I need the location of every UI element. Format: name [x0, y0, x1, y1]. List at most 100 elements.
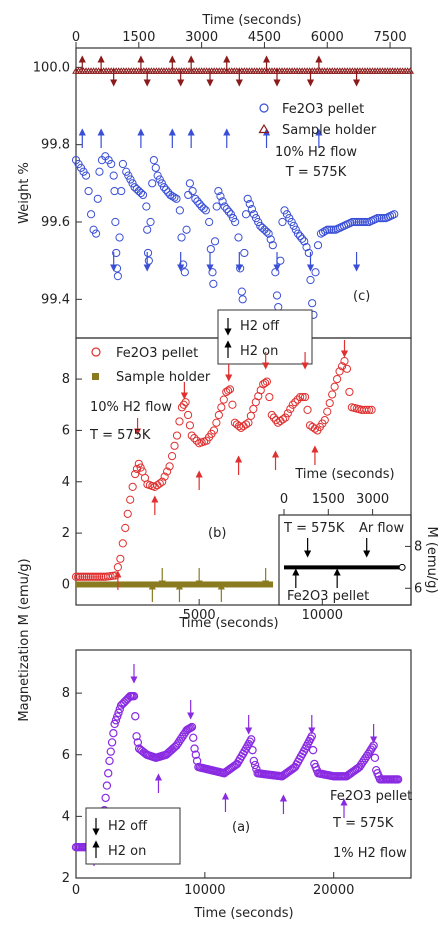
- c-pellet-point: [231, 217, 240, 227]
- b-pellet-point: [163, 467, 172, 476]
- a-pellet-point: [247, 735, 256, 744]
- c-holder-point: [406, 67, 415, 74]
- c-pellet-point: [81, 171, 91, 180]
- c-pellet-point: [177, 233, 186, 242]
- a-pellet-point: [109, 728, 118, 738]
- inset-ylabel: M (emu/g): [424, 526, 439, 593]
- c-pellet-point: [143, 248, 153, 258]
- b-pellet-point: [93, 572, 102, 581]
- c-pellet-point: [159, 183, 169, 192]
- c-pellet-point: [175, 206, 184, 215]
- c-pellet-point: [172, 194, 181, 203]
- b-pellet-point: [296, 392, 305, 402]
- c-pellet-point: [251, 214, 261, 223]
- c-pellet-point: [193, 197, 202, 206]
- panel-c-arrows: [78, 55, 361, 272]
- b-pellet-point: [86, 572, 95, 581]
- c-pellet-point: [218, 197, 227, 206]
- c-legend-note-2: T = 575K: [285, 165, 347, 180]
- b-pellet-point: [365, 405, 374, 414]
- b-pellet-point: [269, 413, 278, 422]
- c-legend-label-2: Sample holder: [282, 123, 377, 138]
- panel-b-label: (b): [208, 526, 226, 541]
- c-pellet-point: [266, 235, 275, 244]
- c-pellet-point: [146, 217, 155, 227]
- b-pellet-point: [337, 362, 347, 371]
- b-pellet-point: [362, 405, 371, 414]
- a-pellet-point: [106, 747, 115, 756]
- top-tick-label: 4500: [248, 30, 281, 45]
- inset-xtick-label: 1500: [312, 492, 345, 507]
- c-pellet-point: [166, 190, 175, 200]
- c-pellet-point: [241, 210, 251, 219]
- b-pellet-point: [281, 413, 290, 422]
- c-pellet-point: [86, 210, 96, 219]
- b-pellet-point: [95, 572, 104, 581]
- c-pellet-point: [298, 234, 307, 243]
- b-pellet-point: [288, 400, 297, 409]
- a-pellet-point: [113, 712, 122, 721]
- b-pellet-point: [345, 387, 354, 397]
- b-pellet-point: [328, 390, 337, 399]
- b-pellet-point: [293, 395, 302, 404]
- c-pellet-point: [321, 226, 330, 236]
- b-pellet-point: [126, 495, 135, 504]
- c-pellet-point: [291, 225, 300, 234]
- inset-xtick-label: 0: [280, 492, 288, 507]
- a-pellet-point: [364, 749, 373, 759]
- c-pellet-point: [153, 171, 162, 180]
- b-pellet-point: [225, 385, 235, 394]
- inset: Time (seconds) M (emu/g) 0 1500 3000 6 8 T =…: [278, 467, 439, 606]
- c-pellet-point: [112, 264, 122, 273]
- b-pellet-point: [74, 572, 83, 581]
- c-legend-note-1: 10% H2 flow: [275, 145, 357, 160]
- inset-frame: [278, 514, 412, 606]
- b-pellet-point: [333, 374, 342, 384]
- b-pellet-point: [278, 415, 288, 424]
- c-pellet-point: [118, 159, 128, 169]
- a-pellet-point: [110, 719, 119, 729]
- c-pellet-point: [377, 214, 386, 223]
- b-pellet-point: [286, 404, 295, 414]
- b-pellet-point: [76, 572, 85, 581]
- c-pellet-point: [142, 202, 151, 211]
- top-tick-label: 3000: [185, 30, 218, 45]
- inset-xtick-label: 3000: [356, 492, 389, 507]
- c-pellet-point: [205, 217, 214, 227]
- inset-ar-label: Ar flow: [359, 521, 405, 536]
- a-pellet-point: [133, 738, 143, 747]
- panel-a-label: (a): [232, 820, 250, 835]
- inset-ytick-label: 6: [414, 581, 422, 596]
- c-pellet-point: [222, 205, 231, 214]
- b-pellet-point: [84, 572, 93, 581]
- b-pellet-point: [153, 481, 162, 490]
- c-pellet-point: [136, 188, 146, 198]
- panel-c-points: [71, 67, 415, 319]
- b-pellet-point: [310, 424, 320, 433]
- b-pellet-point: [298, 392, 307, 402]
- c-pellet-point: [264, 229, 273, 238]
- inset-points: [284, 563, 406, 571]
- b-pellet-point: [305, 421, 315, 430]
- c-pellet-point: [358, 217, 367, 227]
- a-pellet-point: [102, 781, 112, 790]
- c-pellet-point: [287, 217, 296, 227]
- c-pellet-point: [170, 193, 179, 202]
- b-pellet-point: [308, 422, 317, 432]
- h2-legend-box-bottom: [85, 807, 181, 865]
- c-ytick-label: 100.0: [33, 60, 70, 75]
- b-pellet-point: [88, 572, 97, 581]
- c-pellet-point: [327, 225, 336, 234]
- b-pellet-point: [239, 422, 248, 431]
- a-pellet-point: [132, 732, 141, 741]
- panel-a-points: [71, 692, 403, 852]
- panel-ba-ylabel: Magnetization M (emu/g): [17, 558, 32, 721]
- panel-a-ticks: 2 4 6 8 0 10000 20000: [62, 686, 355, 898]
- b-pellet-point: [224, 386, 233, 395]
- b-pellet-point: [179, 400, 188, 409]
- c-pellet-point: [84, 186, 93, 196]
- b-pellet-point: [212, 418, 221, 427]
- a-pellet-point: [252, 764, 261, 774]
- b-pellet-point: [219, 395, 228, 404]
- c-pellet-point: [216, 192, 225, 201]
